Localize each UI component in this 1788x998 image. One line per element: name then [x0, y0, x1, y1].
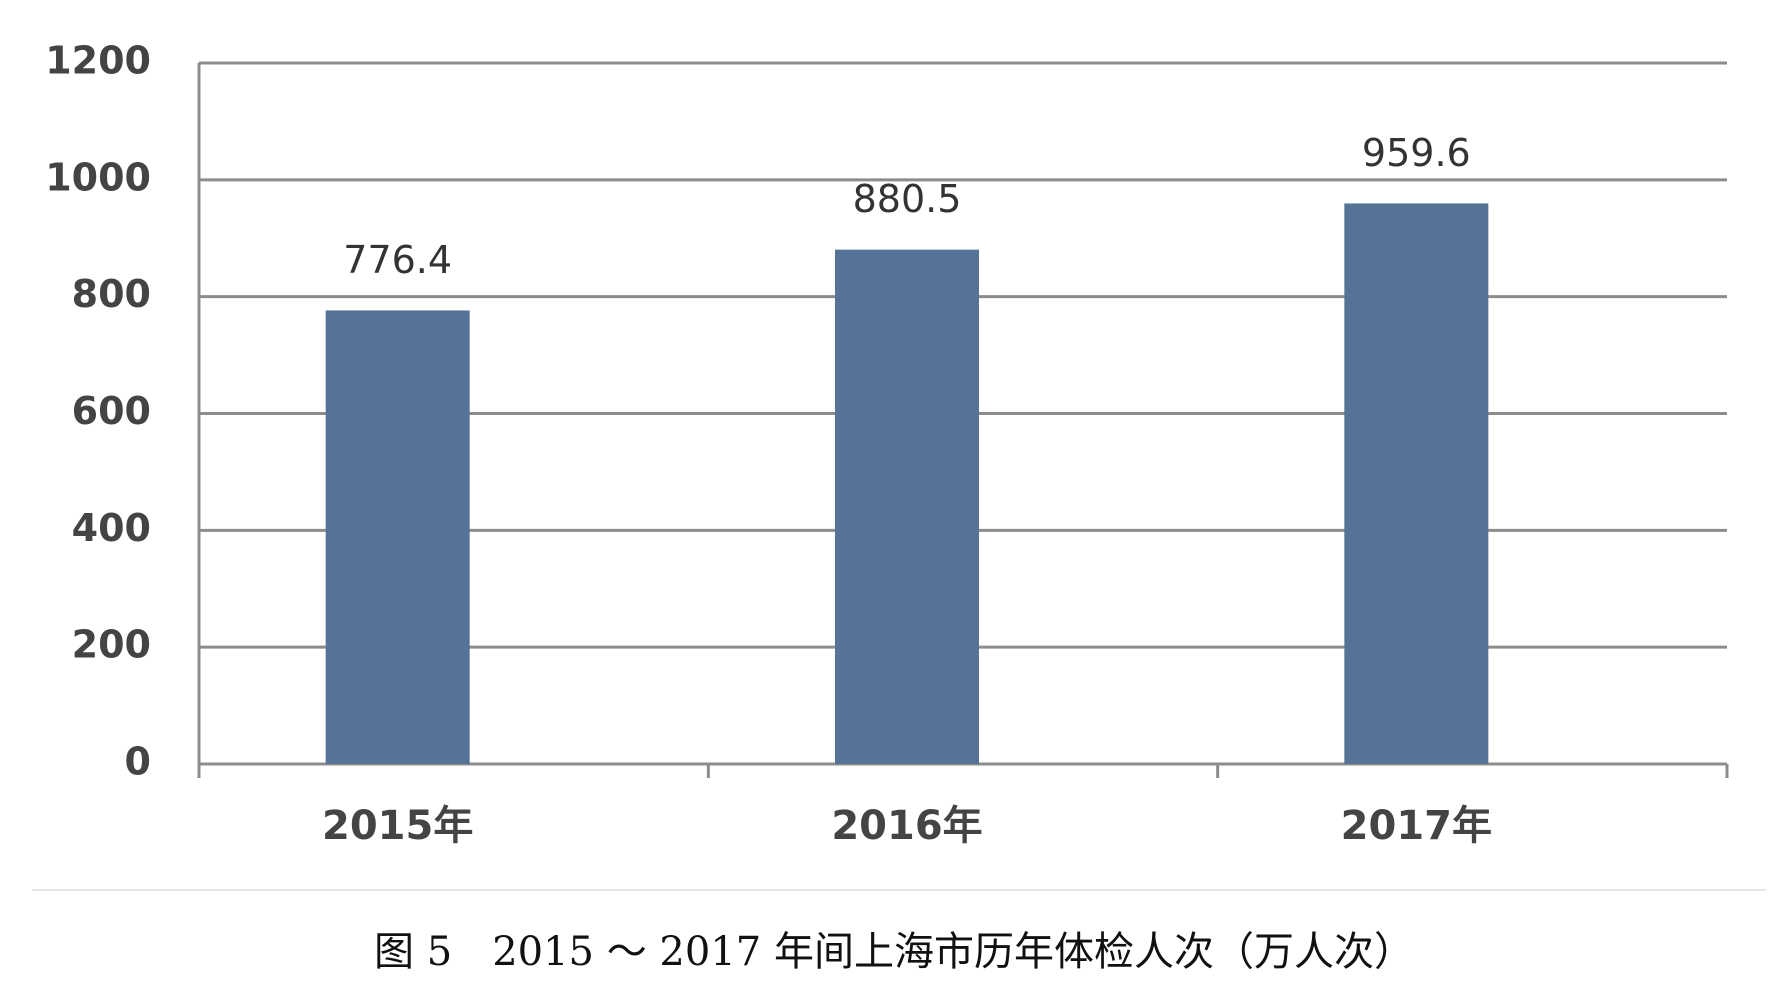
y-tick-label: 400 — [72, 506, 151, 550]
caption: 图 5 2015 ～ 2017 年间上海市历年体检人次（万人次） — [374, 929, 1414, 975]
value-label: 959.6 — [1362, 131, 1471, 175]
y-tick-label: 0 — [125, 740, 151, 784]
y-tick-label: 1200 — [45, 39, 151, 83]
x-tick-label: 2016年 — [831, 803, 982, 849]
y-tick-label: 200 — [72, 623, 151, 667]
y-tick-label: 1000 — [45, 155, 151, 199]
x-tick-label: 2015年 — [322, 803, 473, 849]
y-tick-label: 800 — [72, 272, 151, 316]
x-tick-label: 2017年 — [1341, 803, 1492, 849]
bar — [835, 249, 979, 765]
bar — [1344, 203, 1489, 765]
bar — [325, 310, 470, 764]
y-tick-label: 600 — [72, 389, 151, 433]
value-label: 776.4 — [343, 238, 452, 282]
value-label: 880.5 — [853, 177, 962, 221]
